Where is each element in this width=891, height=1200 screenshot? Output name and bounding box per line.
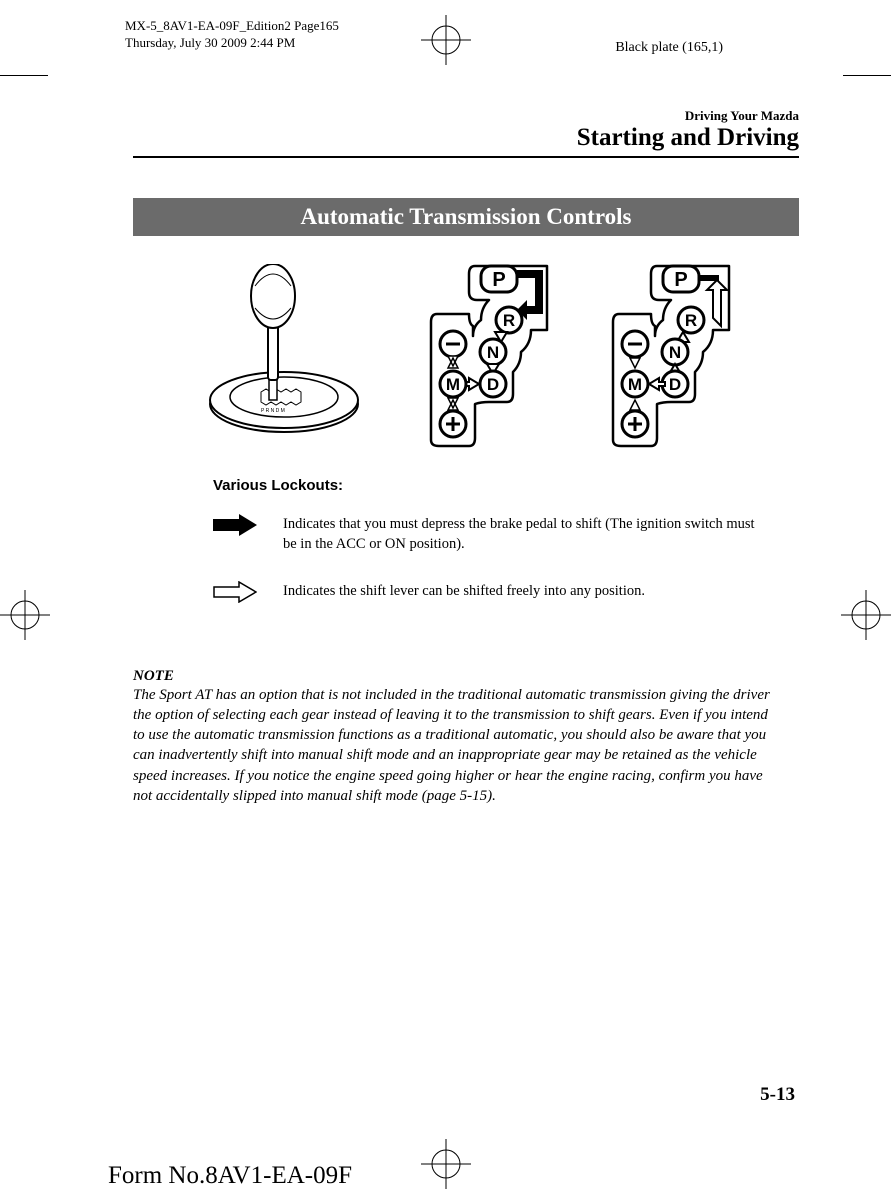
lockouts-title: Various Lockouts:	[213, 477, 759, 494]
svg-text:N: N	[487, 343, 499, 362]
svg-text:P: P	[492, 269, 505, 291]
gate-diagram-brake: P R N D M	[421, 264, 551, 449]
svg-text:D: D	[487, 375, 499, 394]
section-title: Starting and Driving	[133, 124, 799, 152]
svg-text:N: N	[669, 343, 681, 362]
note-block: NOTE The Sport AT has an option that is …	[133, 668, 799, 807]
note-body: The Sport AT has an option that is not i…	[133, 685, 779, 807]
form-number: Form No.8AV1-EA-09F	[108, 1162, 352, 1190]
divider-rule	[133, 156, 799, 158]
svg-text:R: R	[685, 311, 697, 330]
svg-text:R: R	[503, 311, 515, 330]
topic-banner: Automatic Transmission Controls	[133, 198, 799, 236]
page-number: 5-13	[760, 1084, 795, 1106]
doc-id: MX-5_8AV1-EA-09F_Edition2 Page165	[125, 18, 339, 35]
svg-text:P R N D M: P R N D M	[261, 408, 285, 414]
lockouts-block: Various Lockouts: Indicates that you mus…	[133, 477, 799, 608]
crop-mark-left	[0, 590, 50, 645]
doc-timestamp: Thursday, July 30 2009 2:44 PM	[125, 35, 339, 52]
gate-diagram-free: P R N D M	[603, 264, 733, 449]
arrow-solid-icon	[213, 514, 263, 541]
svg-text:D: D	[669, 375, 681, 394]
lockout-item: Indicates the shift lever can be shifted…	[213, 581, 759, 608]
crop-line	[0, 75, 48, 76]
svg-text:M: M	[446, 375, 460, 394]
page-content: Driving Your Mazda Starting and Driving …	[133, 108, 799, 806]
diagram-row: P R N D M P R N D M	[133, 264, 799, 449]
svg-text:M: M	[628, 375, 642, 394]
doc-meta: MX-5_8AV1-EA-09F_Edition2 Page165 Thursd…	[125, 18, 339, 52]
crop-mark-top	[421, 15, 471, 70]
crop-mark-bottom	[421, 1139, 471, 1194]
lockout-text: Indicates the shift lever can be shifted…	[263, 581, 645, 601]
lockout-item: Indicates that you must depress the brak…	[213, 514, 759, 555]
lockout-text: Indicates that you must depress the brak…	[263, 514, 759, 555]
shifter-illustration: P R N D M	[199, 264, 369, 444]
crop-line	[843, 75, 891, 76]
chapter-pretitle: Driving Your Mazda	[133, 108, 799, 124]
chapter-header: Driving Your Mazda Starting and Driving	[133, 108, 799, 152]
plate-info: Black plate (165,1)	[615, 40, 723, 56]
note-title: NOTE	[133, 668, 779, 685]
arrow-outline-icon	[213, 581, 263, 608]
svg-text:P: P	[674, 269, 687, 291]
crop-mark-right	[841, 590, 891, 645]
